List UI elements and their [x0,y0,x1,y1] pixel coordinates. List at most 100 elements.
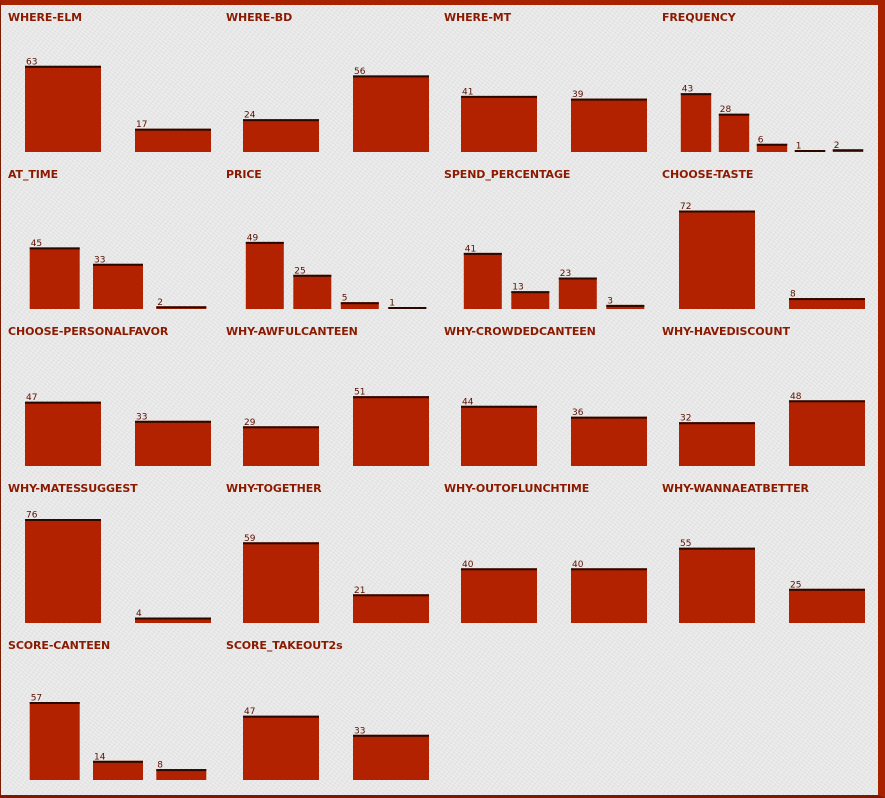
bar-value-label: 55 [680,539,691,549]
bar-top-edge [461,405,537,408]
bar-top-edge [93,263,143,266]
chart-panel: 59 21 WHY-TOGETHER [226,482,436,632]
bar-value-label: 33 [354,726,365,736]
chart-title: WHY-TOGETHER [226,482,322,495]
bar-top-edge [353,396,429,399]
bar-value-label: 47 [26,393,37,403]
chart-title: AT_TIME [8,168,59,181]
bar-top-edge [243,542,319,545]
bar-value-label: 28 [720,105,732,115]
bar [463,252,502,309]
bar [571,416,647,466]
bar [756,143,788,152]
bar-top-edge [463,252,502,255]
bar-plot: 41 39 [461,87,647,152]
bar-top-edge [461,95,537,98]
bar-value-label: 36 [572,408,584,418]
bar-value-label: 43 [682,85,693,95]
bar-value-label: 8 [790,290,796,300]
bar-top-edge [243,715,319,718]
bar-value-label: 3 [607,296,613,306]
bar-top-edge [571,416,647,419]
bar-plot: 59 21 [243,534,429,623]
bar-top-edge [679,422,755,425]
bar-top-edge [789,298,865,301]
chart-title: WHERE-MT [444,11,512,24]
bar-plot: 44 36 [461,397,647,466]
chart-panel: 29 51 WHY-AWFULCANTEEN [226,325,436,475]
bar-value-label: 51 [354,388,365,398]
chart-title: WHY-CROWDEDCANTEEN [444,325,596,338]
bar-value-label: 48 [790,392,802,402]
chart-panel: 47 33 CHOOSE-PERSONALFAVOR [8,325,218,475]
bar [571,98,647,152]
chart-title: WHY-MATESSUGGEST [8,482,138,495]
bar [353,734,429,780]
bar-value-label: 45 [31,239,42,249]
bar-plot: 55 25 [679,539,865,623]
bar-value-label: 24 [244,111,256,121]
bar-value-label: 44 [462,397,474,407]
bar [25,519,101,623]
bar-top-edge [789,400,865,403]
bar-value-label: 4 [136,609,142,619]
bar-value-label: 40 [572,560,584,570]
bar-top-edge [93,760,143,763]
chart-panel: 45 33 2 AT_TIME [8,168,218,318]
bar-value-label: 33 [136,412,147,422]
bar-top-edge [243,119,319,122]
bar-top-edge [25,401,101,404]
chart-title: WHY-WANNAEATBETTER [662,482,809,495]
bar-top-edge [353,75,429,78]
bar [135,128,211,152]
bar-top-edge [511,291,550,294]
bar-plot: 40 40 [461,560,647,623]
bar-value-label: 6 [758,135,764,145]
chart-panel: 63 17 WHERE-ELM [8,11,218,161]
bar [243,715,319,780]
bar [135,420,211,466]
chart-panel: 43 28 6 1 2 FREQUENCY [662,11,872,161]
bar-top-edge [558,277,597,280]
bar [93,263,143,309]
bar-top-edge [29,247,80,250]
chart-title: WHERE-BD [226,11,293,24]
bar [340,302,379,309]
chart-panel: 40 40 WHY-OUTOFLUNCHTIME [444,482,654,632]
bar [93,760,143,780]
bar-top-edge [461,568,537,571]
bar-top-edge [29,702,80,704]
bar-value-label: 13 [512,283,523,293]
bar-top-edge [388,307,427,309]
bar [353,396,429,466]
bar-top-edge [353,594,429,597]
chart-title: SPEND_PERCENTAGE [444,168,571,181]
bar-plot: 76 4 [25,511,211,623]
chart-panel: 49 25 5 1 PRICE [226,168,436,318]
bar-top-edge [135,420,211,423]
bar-top-edge [794,150,826,152]
bar-value-label: 1 [389,299,395,309]
bar-top-edge [718,113,750,116]
chart-panel: 72 8 CHOOSE-TASTE [662,168,872,318]
bar [461,568,537,623]
bar-top-edge [789,588,865,591]
bar-plot: 72 8 [679,202,865,309]
bar-top-edge [679,547,755,550]
bar [156,769,207,780]
bar-value-label: 41 [465,244,476,254]
chart-panel: 57 14 8 SCORE-CANTEEN [8,639,218,789]
chart-panel: 24 56 WHERE-BD [226,11,436,161]
bar [135,617,211,623]
bar-plot: 47 33 [25,393,211,466]
bar-top-edge [243,426,319,429]
chart-title: SCORE_TAKEOUT2s [226,639,343,652]
bar [25,401,101,466]
bar [25,65,101,152]
bar [461,405,537,466]
bar-top-edge [606,304,645,307]
bar-plot: 32 48 [679,392,865,466]
bar-value-label: 56 [354,67,366,77]
bar [558,277,597,309]
